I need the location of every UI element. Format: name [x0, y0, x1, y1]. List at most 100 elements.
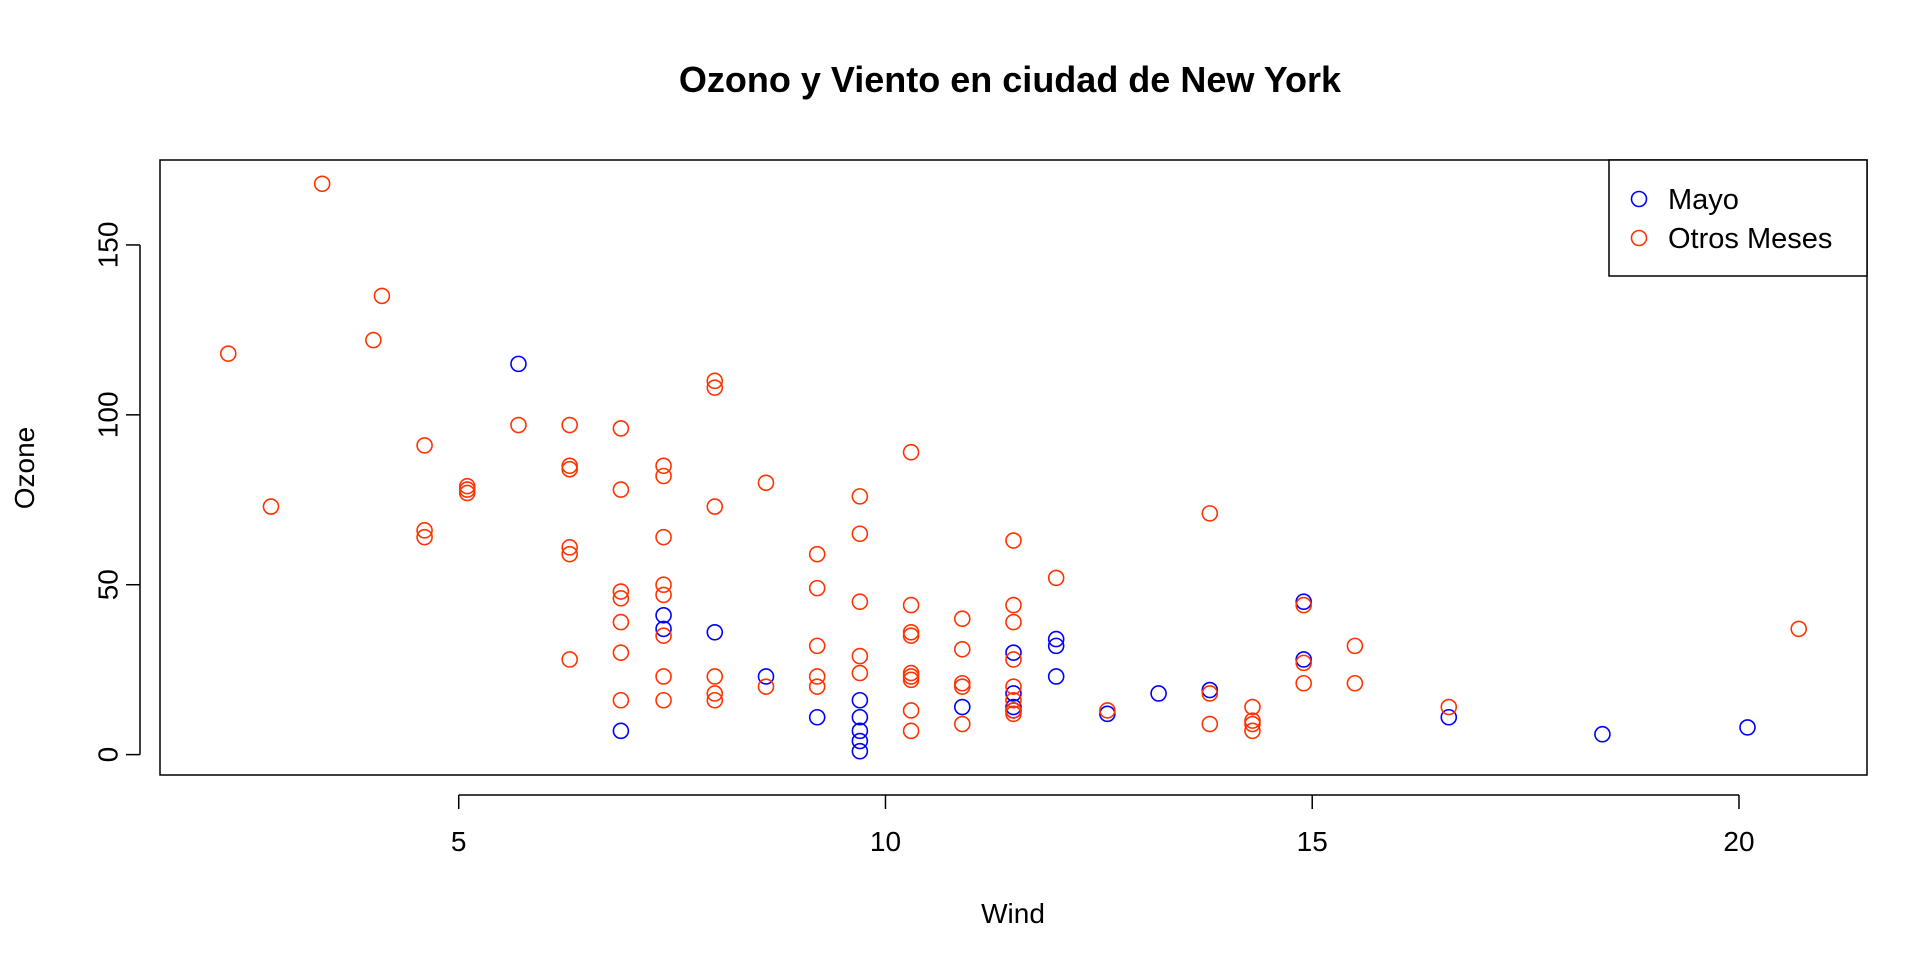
- point-otros-meses: [851, 647, 869, 665]
- point-otros-meses: [953, 678, 971, 695]
- point-otros-meses: [851, 593, 869, 611]
- point-mayo: [851, 708, 869, 726]
- x-axis-label: Wind: [981, 898, 1045, 929]
- point-otros-meses: [655, 528, 672, 546]
- y-tick-label: 0: [93, 747, 124, 763]
- point-otros-meses: [612, 613, 630, 631]
- point-otros-meses: [902, 627, 920, 644]
- point-otros-meses: [1005, 691, 1022, 709]
- point-otros-meses: [706, 379, 724, 396]
- point-otros-meses: [902, 623, 920, 641]
- point-otros-meses: [902, 443, 920, 461]
- point-otros-meses: [1005, 651, 1022, 668]
- point-otros-meses: [655, 457, 672, 475]
- point-mayo: [706, 623, 724, 641]
- point-otros-meses: [757, 474, 775, 492]
- point-mayo: [953, 698, 971, 716]
- point-otros-meses: [373, 287, 391, 305]
- point-otros-meses: [953, 674, 971, 692]
- point-otros-meses: [1295, 596, 1312, 614]
- point-otros-meses: [706, 685, 724, 702]
- x-tick-label: 10: [870, 826, 901, 857]
- point-mayo: [851, 722, 869, 740]
- point-otros-meses: [706, 372, 724, 390]
- point-mayo: [1594, 725, 1611, 743]
- point-otros-meses: [1201, 715, 1219, 733]
- legend-marker-otros-meses: [1630, 229, 1648, 247]
- point-otros-meses: [458, 481, 476, 498]
- point-otros-meses: [458, 484, 476, 502]
- plot-frame: [159, 159, 1868, 776]
- point-otros-meses: [808, 579, 826, 597]
- point-mayo: [655, 607, 672, 624]
- x-axis: 5 10 15 20: [451, 794, 1755, 857]
- point-otros-meses: [612, 691, 630, 709]
- y-axis: 0 50 100 150: [93, 222, 141, 763]
- point-otros-meses: [851, 488, 869, 505]
- point-mayo: [851, 742, 869, 760]
- point-mayo: [808, 708, 826, 726]
- point-mayo: [612, 722, 630, 740]
- point-otros-meses: [1244, 698, 1261, 716]
- point-otros-meses: [416, 437, 433, 454]
- point-otros-meses: [561, 457, 578, 475]
- point-otros-meses: [655, 586, 672, 604]
- point-otros-meses: [1005, 532, 1022, 549]
- legend-marker-mayo: [1630, 190, 1648, 208]
- point-mayo: [1099, 705, 1116, 723]
- point-otros-meses: [510, 416, 527, 434]
- x-tick-label: 15: [1297, 826, 1328, 857]
- legend: Mayo Otros Meses: [1608, 159, 1868, 277]
- point-otros-meses: [655, 691, 672, 709]
- legend-label-otros-meses: Otros Meses: [1668, 223, 1832, 255]
- point-mayo: [655, 620, 672, 638]
- point-otros-meses: [655, 668, 672, 685]
- point-otros-meses: [1099, 702, 1116, 719]
- point-mayo: [1739, 719, 1756, 736]
- point-mayo: [1047, 630, 1065, 648]
- y-tick-label: 100: [93, 391, 124, 438]
- point-otros-meses: [953, 610, 971, 628]
- point-otros-meses: [902, 702, 920, 719]
- point-otros-meses: [612, 583, 630, 600]
- point-mayo: [851, 732, 869, 750]
- legend-box: [1608, 159, 1868, 277]
- point-otros-meses: [655, 576, 672, 594]
- point-mayo: [510, 355, 527, 373]
- point-otros-meses: [561, 539, 578, 556]
- point-otros-meses: [1295, 674, 1312, 692]
- point-otros-meses: [313, 175, 331, 193]
- point-otros-meses: [706, 498, 724, 515]
- point-mayo: [1440, 708, 1458, 726]
- point-mayo: [1295, 593, 1312, 611]
- legend-label-mayo: Mayo: [1668, 184, 1739, 216]
- point-otros-meses: [655, 467, 672, 485]
- point-otros-meses: [1005, 702, 1022, 719]
- point-otros-meses: [1346, 637, 1364, 655]
- point-otros-meses: [902, 671, 920, 689]
- point-otros-meses: [561, 460, 578, 478]
- point-mayo: [1047, 668, 1065, 685]
- point-otros-meses: [902, 596, 920, 614]
- point-otros-meses: [808, 668, 826, 685]
- point-otros-meses: [416, 528, 433, 546]
- point-otros-meses: [902, 722, 920, 740]
- point-otros-meses: [416, 522, 433, 539]
- point-otros-meses: [1295, 654, 1312, 672]
- point-otros-meses: [953, 640, 971, 658]
- point-mayo: [1047, 637, 1065, 655]
- point-otros-meses: [561, 545, 578, 563]
- point-otros-meses: [757, 678, 775, 695]
- point-mayo: [1295, 651, 1312, 668]
- point-otros-meses: [1005, 596, 1022, 614]
- point-mayo: [1150, 685, 1167, 702]
- point-otros-meses: [1790, 620, 1808, 638]
- point-otros-meses: [706, 668, 724, 685]
- point-otros-meses: [1005, 705, 1022, 723]
- point-otros-meses: [1440, 698, 1458, 716]
- point-otros-meses: [902, 668, 920, 685]
- point-otros-meses: [1346, 674, 1364, 692]
- point-otros-meses: [1005, 678, 1022, 695]
- point-otros-meses: [1201, 505, 1219, 522]
